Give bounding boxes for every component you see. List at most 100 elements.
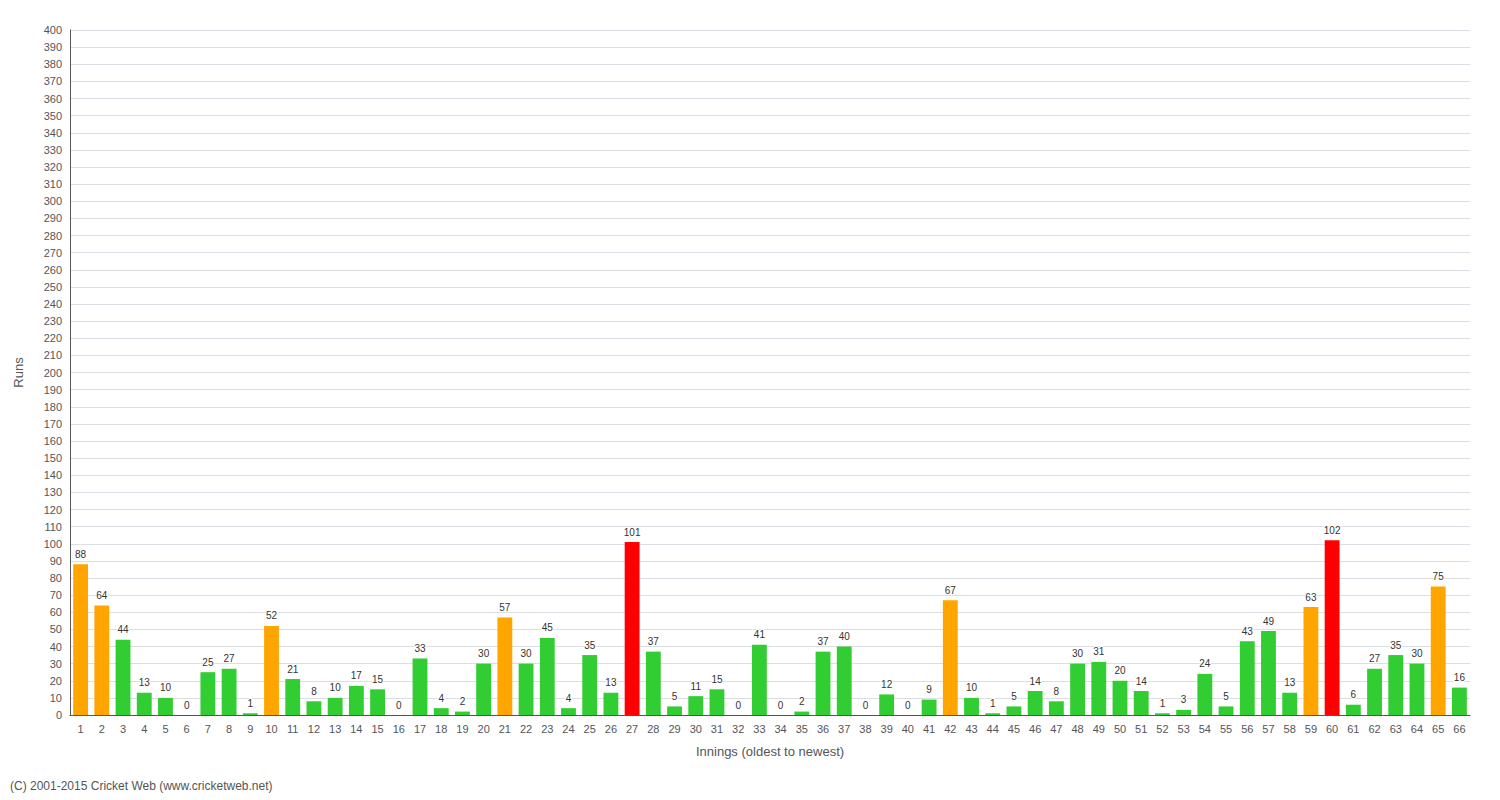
svg-text:15: 15 — [371, 723, 383, 735]
svg-text:350: 350 — [44, 110, 62, 122]
svg-text:4: 4 — [566, 693, 572, 704]
svg-text:32: 32 — [732, 723, 744, 735]
svg-text:310: 310 — [44, 178, 62, 190]
svg-text:43: 43 — [1242, 626, 1254, 637]
svg-text:380: 380 — [44, 58, 62, 70]
svg-text:22: 22 — [520, 723, 532, 735]
svg-text:13: 13 — [329, 723, 341, 735]
svg-text:60: 60 — [50, 606, 62, 618]
svg-text:2: 2 — [99, 723, 105, 735]
svg-text:25: 25 — [202, 657, 214, 668]
svg-text:110: 110 — [44, 521, 62, 533]
svg-text:42: 42 — [944, 723, 956, 735]
svg-text:340: 340 — [44, 127, 62, 139]
svg-text:0: 0 — [184, 700, 190, 711]
svg-text:11: 11 — [287, 723, 298, 735]
svg-text:52: 52 — [1156, 723, 1168, 735]
svg-text:27: 27 — [224, 653, 236, 664]
svg-text:16: 16 — [393, 723, 405, 735]
svg-text:260: 260 — [44, 264, 62, 276]
svg-text:7: 7 — [205, 723, 211, 735]
svg-text:16: 16 — [1454, 672, 1466, 683]
svg-text:21: 21 — [499, 723, 511, 735]
svg-text:20: 20 — [50, 675, 62, 687]
svg-text:14: 14 — [1136, 676, 1148, 687]
svg-text:3: 3 — [1181, 694, 1187, 705]
svg-text:240: 240 — [44, 298, 62, 310]
svg-text:12: 12 — [881, 679, 893, 690]
svg-text:37: 37 — [817, 636, 829, 647]
svg-text:8: 8 — [311, 686, 317, 697]
svg-text:41: 41 — [923, 723, 935, 735]
svg-text:51: 51 — [1135, 723, 1147, 735]
svg-text:31: 31 — [711, 723, 723, 735]
svg-text:24: 24 — [562, 723, 574, 735]
svg-text:23: 23 — [541, 723, 553, 735]
svg-text:10: 10 — [966, 682, 978, 693]
svg-text:13: 13 — [1284, 677, 1296, 688]
svg-text:24: 24 — [1199, 658, 1211, 669]
svg-text:15: 15 — [711, 674, 723, 685]
svg-text:20: 20 — [478, 723, 490, 735]
svg-text:90: 90 — [50, 555, 62, 567]
svg-text:0: 0 — [396, 700, 402, 711]
svg-text:20: 20 — [1114, 665, 1126, 676]
svg-text:250: 250 — [44, 281, 62, 293]
svg-text:13: 13 — [605, 677, 617, 688]
svg-text:30: 30 — [690, 723, 702, 735]
svg-text:0: 0 — [863, 700, 869, 711]
svg-text:31: 31 — [1093, 646, 1105, 657]
svg-text:25: 25 — [584, 723, 596, 735]
svg-text:40: 40 — [839, 631, 851, 642]
svg-text:30: 30 — [50, 658, 62, 670]
svg-text:102: 102 — [1324, 525, 1341, 536]
svg-text:36: 36 — [817, 723, 829, 735]
svg-text:Runs: Runs — [11, 357, 26, 388]
svg-text:48: 48 — [1071, 723, 1083, 735]
svg-text:8: 8 — [226, 723, 232, 735]
svg-text:29: 29 — [668, 723, 680, 735]
svg-text:30: 30 — [520, 648, 532, 659]
svg-text:34: 34 — [774, 723, 786, 735]
svg-text:66: 66 — [1453, 723, 1465, 735]
svg-text:21: 21 — [287, 664, 299, 675]
svg-text:62: 62 — [1368, 723, 1380, 735]
svg-text:35: 35 — [584, 640, 596, 651]
svg-text:59: 59 — [1305, 723, 1317, 735]
svg-text:70: 70 — [50, 589, 62, 601]
svg-text:140: 140 — [44, 469, 62, 481]
svg-text:220: 220 — [44, 332, 62, 344]
svg-text:(C) 2001-2015 Cricket Web (www: (C) 2001-2015 Cricket Web (www.cricketwe… — [10, 779, 273, 793]
svg-text:57: 57 — [499, 602, 511, 613]
svg-text:10: 10 — [330, 682, 342, 693]
svg-text:35: 35 — [796, 723, 808, 735]
svg-text:5: 5 — [1011, 691, 1017, 702]
svg-text:1: 1 — [78, 723, 84, 735]
svg-text:160: 160 — [44, 435, 62, 447]
svg-text:5: 5 — [672, 691, 678, 702]
svg-text:270: 270 — [44, 247, 62, 259]
svg-text:13: 13 — [139, 677, 151, 688]
svg-text:230: 230 — [44, 315, 62, 327]
svg-text:120: 120 — [44, 504, 62, 516]
svg-text:15: 15 — [372, 674, 384, 685]
svg-text:30: 30 — [478, 648, 490, 659]
svg-text:33: 33 — [753, 723, 765, 735]
svg-text:320: 320 — [44, 161, 62, 173]
svg-text:180: 180 — [44, 401, 62, 413]
svg-text:101: 101 — [624, 527, 641, 538]
svg-text:64: 64 — [96, 590, 108, 601]
svg-text:130: 130 — [44, 486, 62, 498]
svg-text:27: 27 — [1369, 653, 1381, 664]
svg-text:49: 49 — [1093, 723, 1105, 735]
svg-text:14: 14 — [350, 723, 362, 735]
svg-text:80: 80 — [50, 572, 62, 584]
svg-text:63: 63 — [1305, 592, 1317, 603]
svg-text:88: 88 — [75, 549, 87, 560]
svg-text:50: 50 — [50, 623, 62, 635]
svg-text:37: 37 — [838, 723, 850, 735]
svg-text:5: 5 — [1223, 691, 1229, 702]
svg-text:65: 65 — [1432, 723, 1444, 735]
svg-text:55: 55 — [1220, 723, 1232, 735]
svg-text:1: 1 — [1160, 698, 1166, 709]
